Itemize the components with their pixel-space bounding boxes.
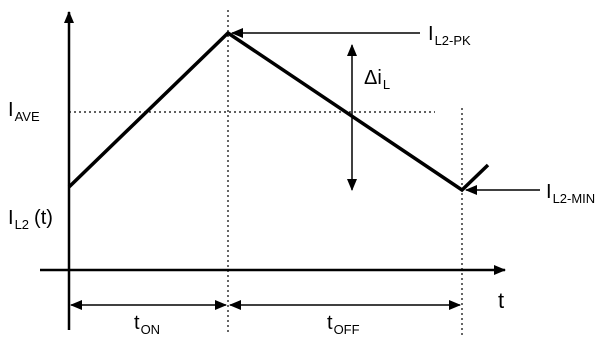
i-l2-min-label: IL2-MIN	[546, 181, 596, 206]
delta-il-label: ΔiL	[364, 67, 391, 92]
t-axis-label: t	[498, 288, 505, 313]
i-l2-pk-label: IL2-PK	[428, 23, 471, 48]
i-ave-label: IAVE	[8, 99, 40, 124]
i-l2-t-label: IL2 (t)	[8, 207, 53, 232]
t-off-label: tOFF	[327, 312, 360, 337]
t-on-label: tON	[134, 312, 161, 337]
inductor-current-waveform	[67, 30, 490, 193]
